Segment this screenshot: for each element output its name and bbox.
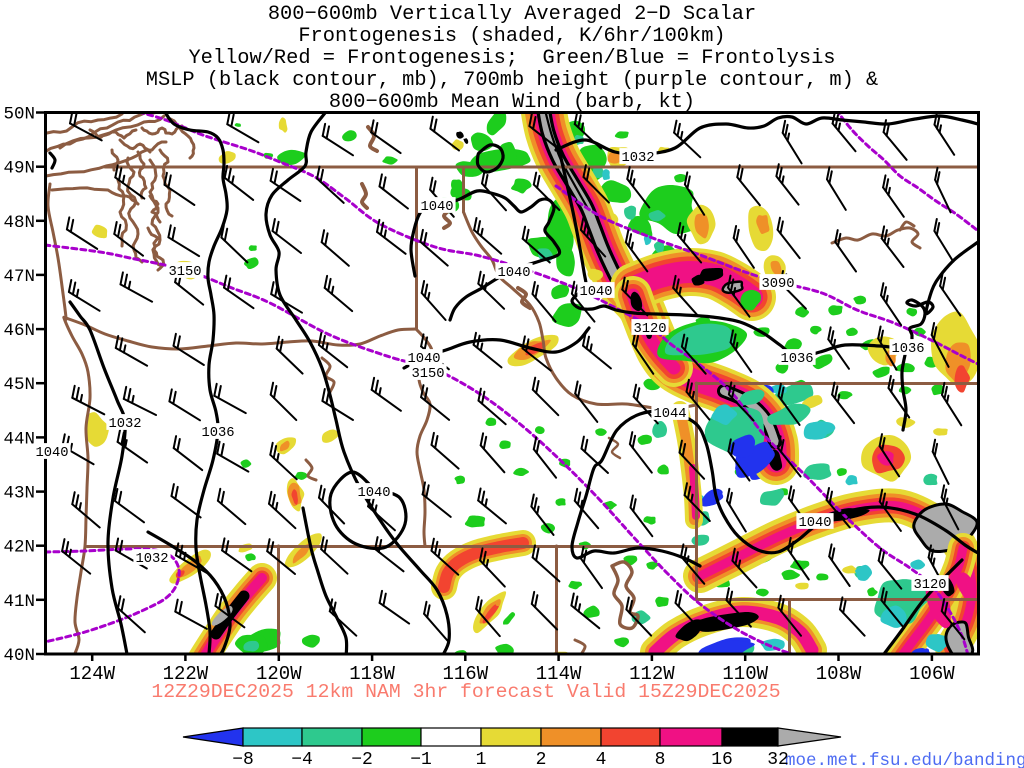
svg-text:1036: 1036	[891, 342, 924, 357]
svg-text:800−600mb Mean Wind (barb, kt): 800−600mb Mean Wind (barb, kt)	[329, 91, 695, 114]
svg-text:108W: 108W	[816, 663, 862, 685]
svg-text:12Z29DEC2025 12km NAM 3hr fore: 12Z29DEC2025 12km NAM 3hr forecast Valid…	[151, 681, 780, 703]
svg-text:−2: −2	[351, 750, 373, 768]
svg-text:41N: 41N	[3, 592, 35, 612]
svg-text:1: 1	[476, 750, 487, 768]
svg-text:50N: 50N	[3, 105, 35, 125]
svg-text:1040: 1040	[420, 200, 453, 215]
svg-text:1040: 1040	[798, 516, 831, 531]
svg-text:8: 8	[655, 750, 666, 768]
svg-text:800−600mb Vertically Averaged: 800−600mb Vertically Averaged 2−D Scalar	[268, 3, 756, 26]
svg-text:1032: 1032	[621, 151, 654, 166]
svg-text:Yellow/Red = Frontogenesis; G: Yellow/Red = Frontogenesis; Green/Blue =…	[188, 47, 835, 70]
svg-text:1040: 1040	[407, 352, 440, 367]
svg-text:42N: 42N	[3, 538, 35, 558]
svg-text:−8: −8	[232, 750, 254, 768]
svg-text:40N: 40N	[3, 646, 35, 666]
svg-text:49N: 49N	[3, 159, 35, 179]
svg-text:−4: −4	[291, 750, 313, 768]
svg-text:1032: 1032	[108, 417, 141, 432]
svg-text:48N: 48N	[3, 213, 35, 233]
svg-text:Frontogenesis (shaded, K/6hr/1: Frontogenesis (shaded, K/6hr/100km)	[298, 25, 725, 48]
svg-text:1032: 1032	[135, 552, 168, 567]
svg-text:44N: 44N	[3, 429, 35, 449]
svg-text:3120: 3120	[913, 578, 946, 593]
svg-text:4: 4	[596, 750, 607, 768]
svg-text:106W: 106W	[909, 663, 955, 685]
svg-text:1040: 1040	[579, 285, 612, 300]
svg-text:46N: 46N	[3, 321, 35, 341]
svg-text:16: 16	[711, 750, 733, 768]
svg-text:2: 2	[536, 750, 547, 768]
svg-text:116W: 116W	[442, 663, 488, 685]
svg-text:112W: 112W	[629, 663, 675, 685]
svg-text:1040: 1040	[497, 266, 530, 281]
svg-text:124W: 124W	[69, 663, 115, 685]
svg-text:122W: 122W	[163, 663, 209, 685]
svg-text:1040: 1040	[357, 486, 390, 501]
svg-text:32: 32	[767, 750, 789, 768]
svg-text:3150: 3150	[411, 367, 444, 382]
svg-text:110W: 110W	[722, 663, 768, 685]
svg-text:45N: 45N	[3, 375, 35, 395]
svg-text:114W: 114W	[536, 663, 582, 685]
svg-text:moe.met.fsu.edu/banding: moe.met.fsu.edu/banding	[785, 751, 1024, 768]
svg-text:47N: 47N	[3, 267, 35, 287]
svg-text:118W: 118W	[349, 663, 395, 685]
svg-text:120W: 120W	[256, 663, 302, 685]
svg-text:43N: 43N	[3, 484, 35, 504]
svg-text:3120: 3120	[633, 322, 666, 337]
svg-text:1040: 1040	[35, 446, 68, 461]
svg-text:1036: 1036	[780, 352, 813, 367]
svg-text:3150: 3150	[168, 265, 201, 280]
svg-text:3090: 3090	[761, 277, 794, 292]
svg-text:1044: 1044	[653, 407, 686, 422]
svg-text:1036: 1036	[201, 426, 234, 441]
svg-text:MSLP (black contour, mb), 700m: MSLP (black contour, mb), 700mb height (…	[146, 69, 879, 92]
svg-text:−1: −1	[410, 750, 432, 768]
